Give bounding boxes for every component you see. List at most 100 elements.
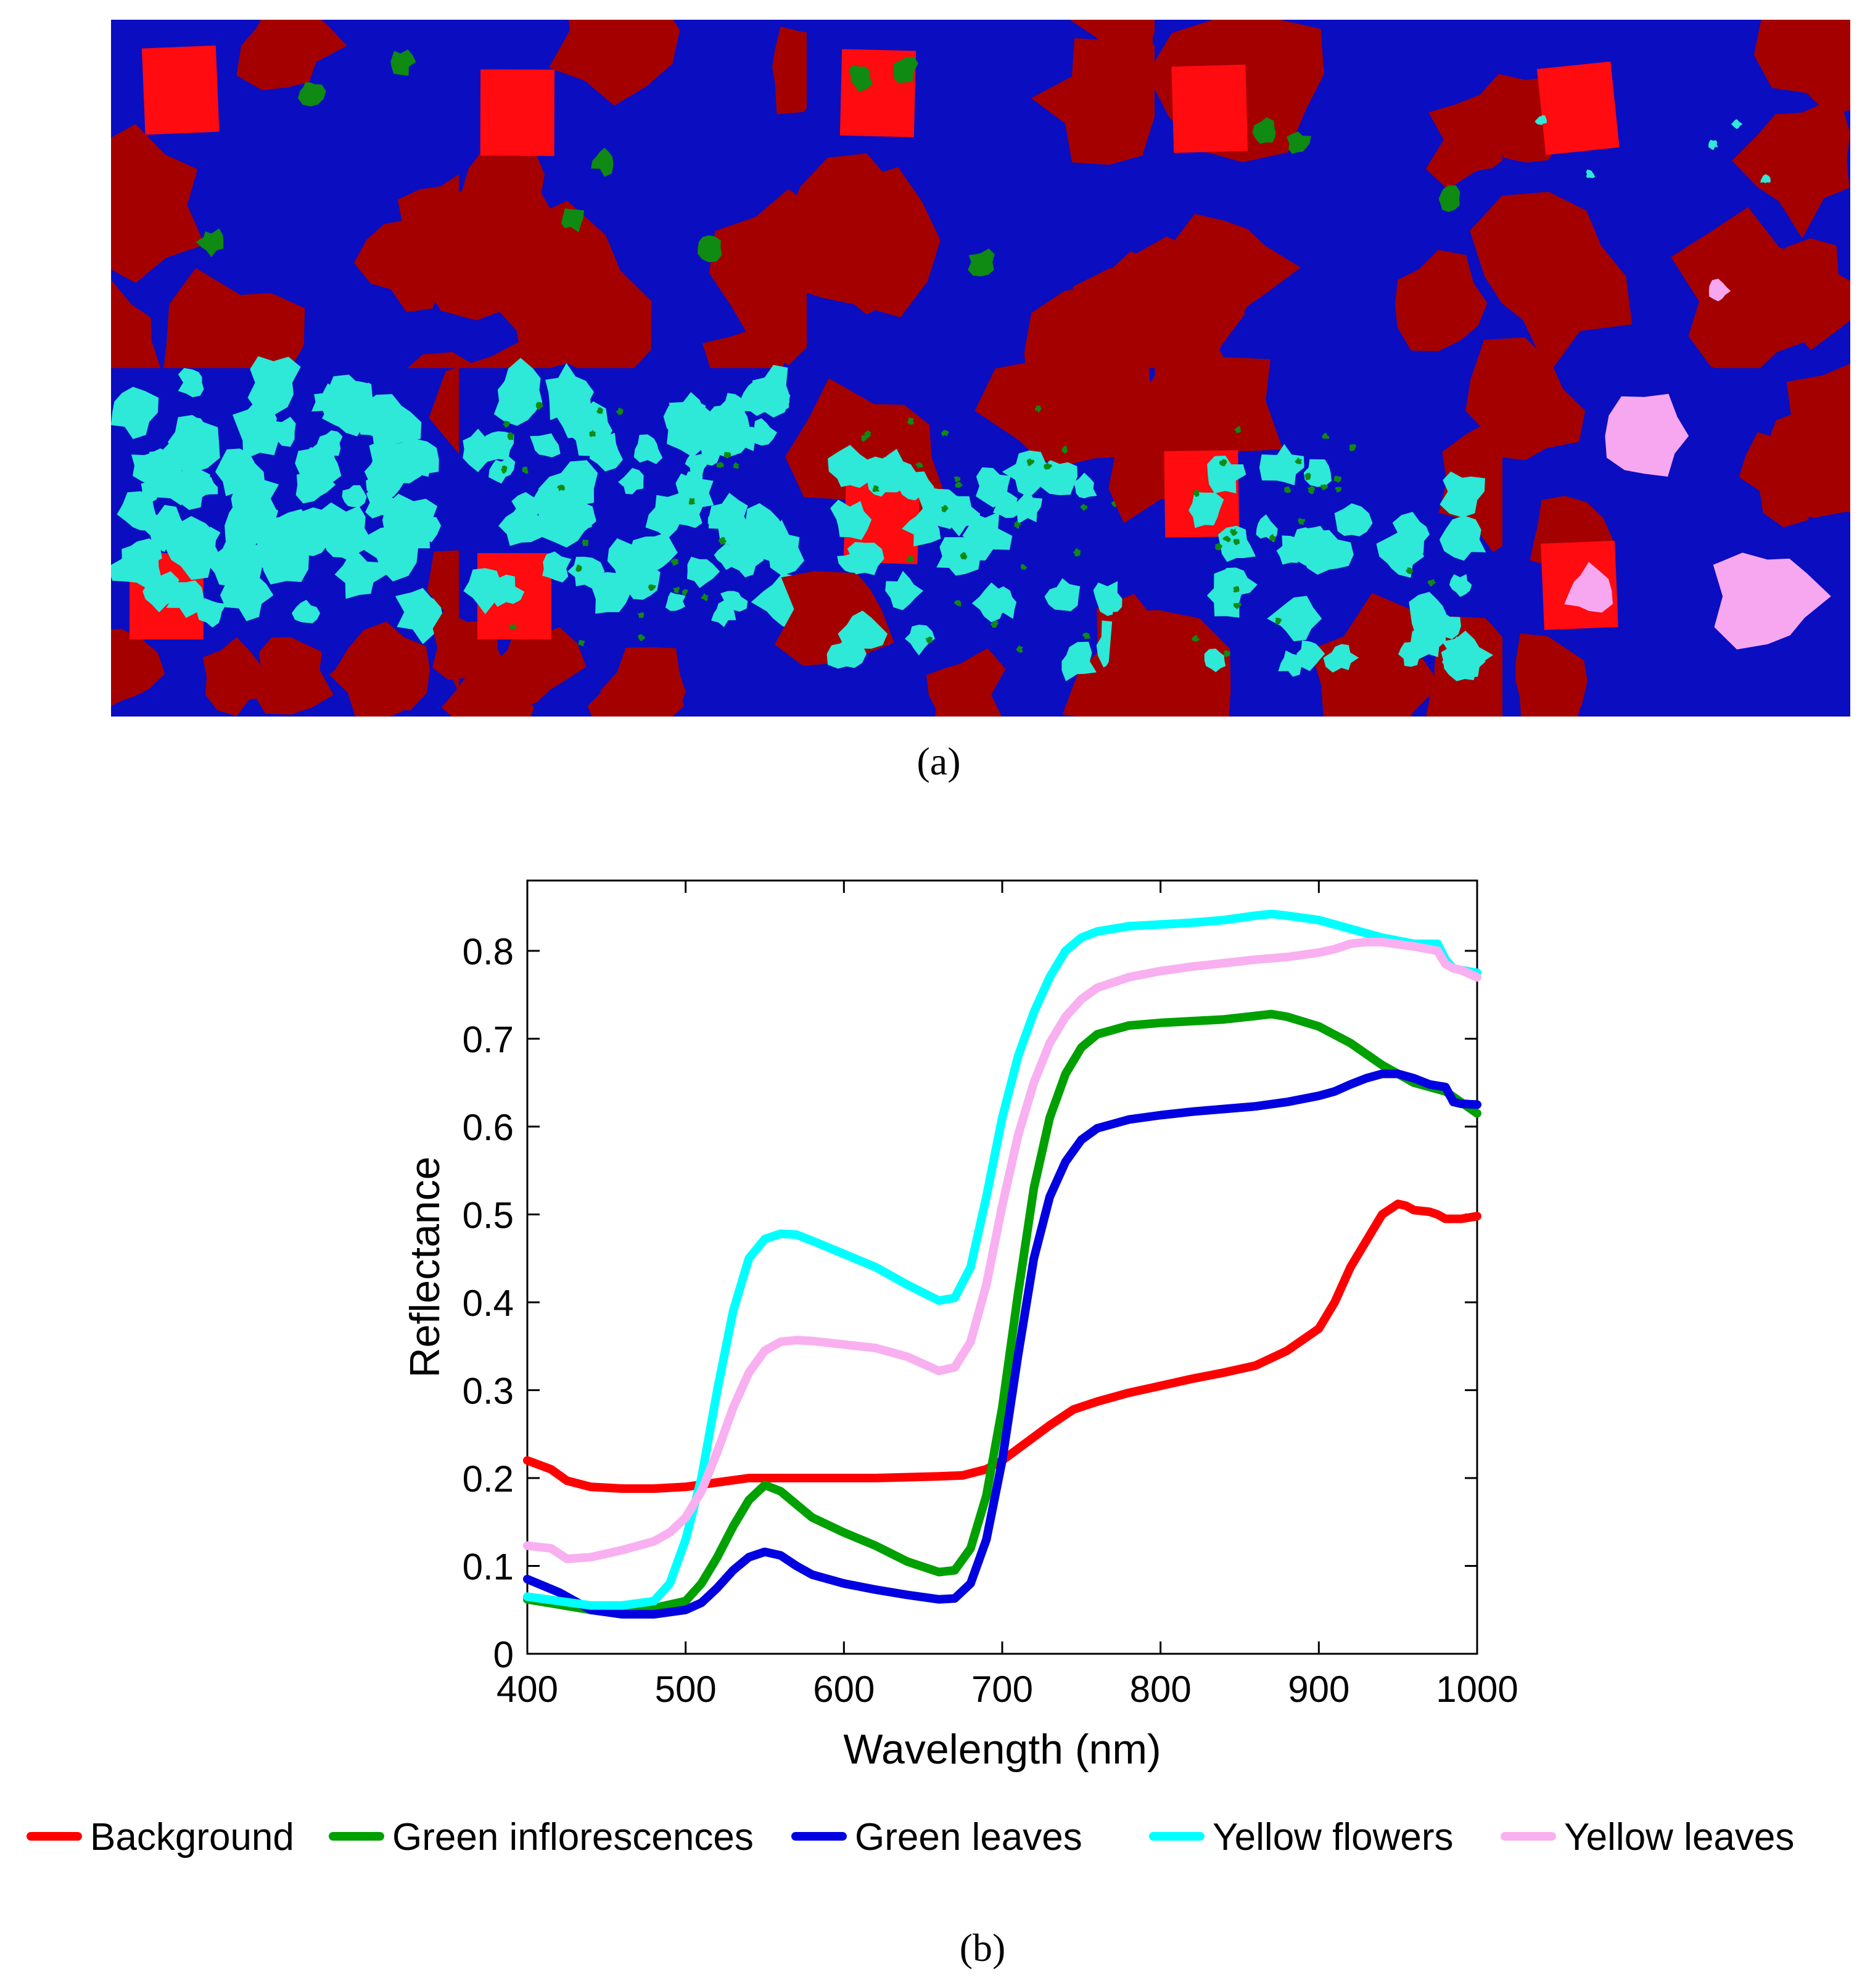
background-region: [974, 322, 1151, 465]
green-inflorescence: [688, 498, 696, 505]
yellow-flower-cluster: [828, 445, 870, 488]
green-inflorescence: [1275, 617, 1282, 625]
series-line-green-inflorescences: [523, 1009, 1481, 1614]
yellow-flower-cluster: [197, 598, 227, 628]
yellow-flower-cluster: [1376, 532, 1425, 578]
green-inflorescence: [1295, 457, 1302, 464]
green-inflorescence: [849, 65, 873, 92]
background-region: [599, 647, 686, 717]
green-inflorescence: [1438, 185, 1460, 212]
yellow-flower-cluster: [1398, 642, 1422, 667]
background-region: [252, 636, 334, 715]
yellow-flower-cluster: [1760, 174, 1771, 183]
green-inflorescence: [577, 639, 585, 646]
green-inflorescence: [1214, 543, 1223, 551]
legend-label: Yellow flowers: [1213, 1816, 1454, 1859]
green-inflorescence: [864, 430, 871, 439]
bright-background-patch: [141, 45, 220, 135]
green-inflorescence: [1322, 432, 1330, 439]
legend: Background Green inflorescences Green leav…: [27, 1816, 1794, 1859]
green-inflorescence: [390, 49, 416, 76]
yellow-flower-cluster: [1296, 640, 1325, 672]
green-inflorescence: [1287, 131, 1311, 154]
background-region: [441, 665, 535, 717]
green-inflorescence: [1043, 462, 1052, 470]
yellow-flower-cluster: [117, 491, 159, 531]
background-region: [1760, 367, 1850, 518]
green-inflorescence: [196, 228, 224, 257]
green-inflorescence: [673, 586, 680, 594]
y-tick-label: 0.2: [463, 1458, 514, 1500]
yellow-flower-cluster: [1188, 492, 1224, 528]
x-tick-label: 700: [971, 1669, 1033, 1710]
green-inflorescence: [954, 600, 962, 607]
segmentation-maps: [111, 20, 1850, 717]
background-region: [403, 190, 537, 321]
green-inflorescence: [941, 430, 949, 437]
yellow-flower-cluster: [830, 499, 872, 540]
green-inflorescence: [589, 430, 596, 437]
green-inflorescence: [893, 56, 918, 83]
background-region: [111, 628, 165, 706]
x-tick-label: 1000: [1436, 1669, 1518, 1710]
plot-frame: [526, 879, 1478, 1655]
y-axis-label: Reflectance: [402, 1156, 448, 1378]
yellow-flower-cluster: [725, 543, 764, 578]
yellow-flower-cluster: [1061, 641, 1097, 681]
background-region: [236, 20, 347, 91]
segmentation-tile: [1465, 337, 1850, 717]
yellow-leaf-region: [1564, 562, 1613, 613]
background-region: [1753, 20, 1850, 115]
green-inflorescence: [522, 466, 529, 474]
green-inflorescence: [1233, 586, 1240, 593]
yellow-flower-cluster: [1534, 116, 1544, 125]
green-inflorescence: [557, 484, 565, 491]
yellow-flower-cluster: [720, 515, 742, 538]
series-lines: [523, 910, 1481, 1619]
green-inflorescence: [968, 248, 995, 277]
green-inflorescence: [670, 559, 679, 566]
caption-b: (b): [959, 1926, 1006, 1970]
yellow-flower-cluster: [362, 527, 419, 581]
green-inflorescence: [1320, 484, 1328, 490]
green-inflorescence: [596, 407, 603, 414]
green-inflorescence: [1298, 518, 1306, 525]
green-inflorescence: [507, 432, 515, 440]
yellow-flower-cluster: [708, 493, 751, 543]
green-inflorescence: [1222, 536, 1231, 543]
green-inflorescence: [733, 461, 739, 469]
green-inflorescence: [637, 612, 645, 618]
background-region: [1470, 192, 1633, 374]
yellow-flower-cluster: [540, 492, 596, 548]
yellow-flower-cluster: [936, 537, 981, 576]
green-inflorescence: [990, 620, 999, 628]
background-region: [786, 153, 920, 314]
yellow-flower-cluster: [756, 524, 792, 562]
yellow-flower-cluster: [233, 574, 260, 600]
yellow-flower-cluster: [711, 600, 736, 627]
yellow-flower-cluster: [295, 442, 337, 485]
yellow-flower-cluster: [902, 507, 941, 547]
yellow-flower-cluster: [1334, 503, 1373, 536]
x-tick-label: 500: [655, 1669, 717, 1710]
green-inflorescence: [1230, 528, 1238, 536]
green-inflorescence: [1333, 475, 1342, 483]
yellow-flower-cluster: [149, 443, 197, 487]
background-region: [490, 200, 652, 387]
background-region: [111, 279, 162, 385]
green-inflorescence: [723, 451, 731, 459]
green-inflorescence: [575, 564, 582, 572]
yellow-flower-cluster: [1073, 472, 1097, 499]
background-region: [1139, 312, 1283, 496]
green-inflorescence: [718, 536, 727, 545]
yellow-flower-cluster: [1259, 444, 1304, 485]
yellow-flower-cluster: [633, 434, 663, 464]
yellow-flower-cluster: [111, 541, 163, 591]
background-region: [926, 648, 1006, 717]
segmentation-tile: [1470, 20, 1850, 380]
yellow-flower-cluster: [334, 553, 387, 599]
green-inflorescence: [1406, 567, 1414, 574]
legend-label: Green inflorescences: [392, 1816, 754, 1859]
background-region: [1515, 633, 1588, 717]
yellow-flower-cluster: [1442, 630, 1494, 678]
